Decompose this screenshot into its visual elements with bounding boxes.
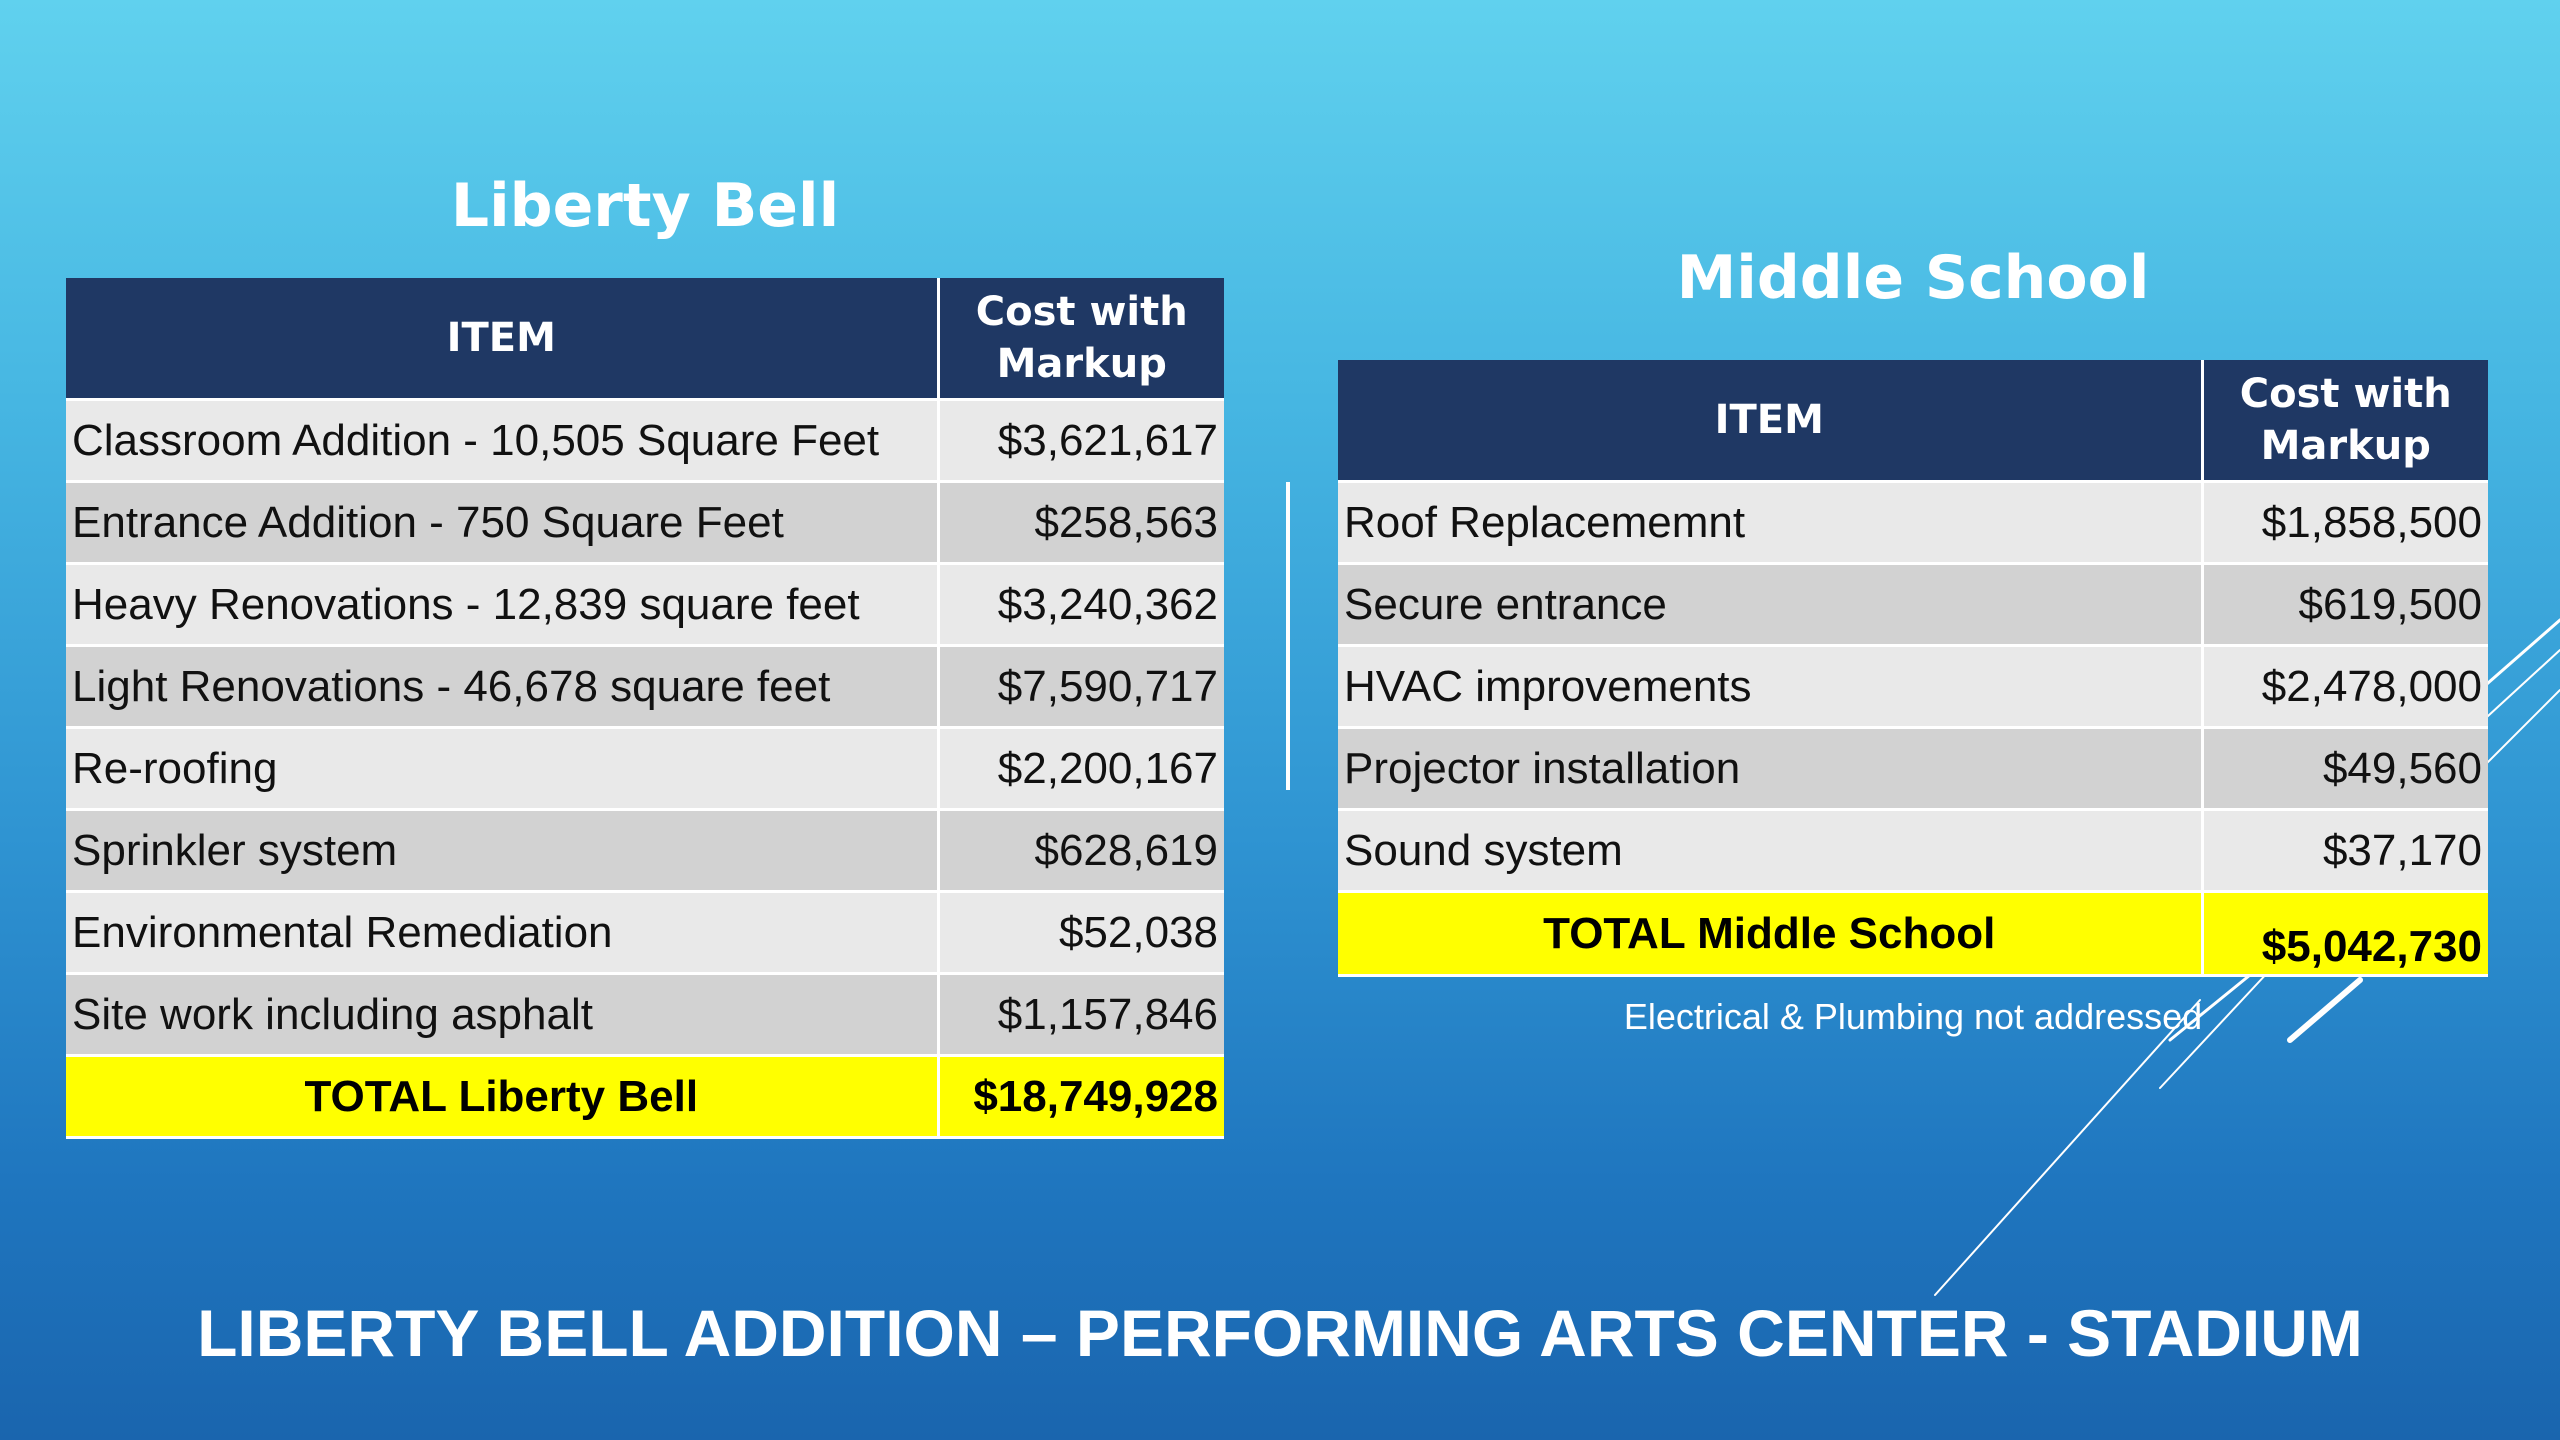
cost-cell: $7,590,717 [938,645,1224,729]
total-row: TOTAL Liberty Bell $18,749,928 [66,1055,1224,1139]
cost-cell: $2,478,000 [2202,645,2488,729]
table-header-row: ITEM Cost with Markup [1338,360,2488,483]
item-column-header: ITEM [66,278,940,401]
cost-cell: $3,240,362 [938,563,1224,647]
table-row: Heavy Renovations - 12,839 square feet $… [66,563,1224,647]
table-row: Projector installation $49,560 [1338,727,2488,811]
table-row: Sprinkler system $628,619 [66,809,1224,893]
total-row: TOTAL Middle School $5,042,730 [1338,891,2488,977]
table-row: HVAC improvements $2,478,000 [1338,645,2488,729]
item-cell: Secure entrance [1338,563,2204,647]
table-row: Entrance Addition - 750 Square Feet $258… [66,481,1224,565]
item-cell: Sprinkler system [66,809,940,893]
footnote: Electrical & Plumbing not addressed [1623,996,2203,1037]
liberty-bell-table: ITEM Cost with Markup Classroom Addition… [66,278,1224,1139]
liberty-bell-title: Liberty Bell [450,171,840,241]
item-cell: Classroom Addition - 10,505 Square Feet [66,399,940,483]
vertical-divider [1286,482,1290,790]
total-label: TOTAL Middle School [1338,891,2204,977]
item-cell: HVAC improvements [1338,645,2204,729]
table-row: Re-roofing $2,200,167 [66,727,1224,811]
item-cell: Roof Replacememnt [1338,481,2204,565]
cost-cell: $37,170 [2202,809,2488,893]
item-cell: Sound system [1338,809,2204,893]
cost-cell: $2,200,167 [938,727,1224,811]
cost-cell: $1,157,846 [938,973,1224,1057]
total-value: $18,749,928 [938,1055,1224,1139]
cost-cell: $52,038 [938,891,1224,975]
item-cell: Re-roofing [66,727,940,811]
item-cell: Entrance Addition - 750 Square Feet [66,481,940,565]
item-column-header: ITEM [1338,360,2204,483]
middle-school-title: Middle School [1676,243,2150,313]
total-label: TOTAL Liberty Bell [66,1055,940,1139]
table-row: Roof Replacememnt $1,858,500 [1338,481,2488,565]
item-cell: Projector installation [1338,727,2204,811]
item-cell: Site work including asphalt [66,973,940,1057]
table-header-row: ITEM Cost with Markup [66,278,1224,401]
total-value: $5,042,730 [2202,891,2488,977]
cost-column-header: Cost with Markup [2202,360,2488,483]
table-row: Environmental Remediation $52,038 [66,891,1224,975]
cost-cell: $3,621,617 [938,399,1224,483]
item-cell: Light Renovations - 46,678 square feet [66,645,940,729]
table-row: Sound system $37,170 [1338,809,2488,893]
cost-cell: $628,619 [938,809,1224,893]
item-cell: Heavy Renovations - 12,839 square feet [66,563,940,647]
cost-column-header: Cost with Markup [938,278,1224,401]
cost-cell: $619,500 [2202,563,2488,647]
cost-cell: $258,563 [938,481,1224,565]
table-row: Secure entrance $619,500 [1338,563,2488,647]
table-row: Site work including asphalt $1,157,846 [66,973,1224,1057]
slide-title: LIBERTY BELL ADDITION – PERFORMING ARTS … [197,1296,2363,1370]
item-cell: Environmental Remediation [66,891,940,975]
table-row: Classroom Addition - 10,505 Square Feet … [66,399,1224,483]
table-row: Light Renovations - 46,678 square feet $… [66,645,1224,729]
cost-cell: $49,560 [2202,727,2488,811]
cost-cell: $1,858,500 [2202,481,2488,565]
middle-school-table: ITEM Cost with Markup Roof Replacememnt … [1338,360,2488,977]
